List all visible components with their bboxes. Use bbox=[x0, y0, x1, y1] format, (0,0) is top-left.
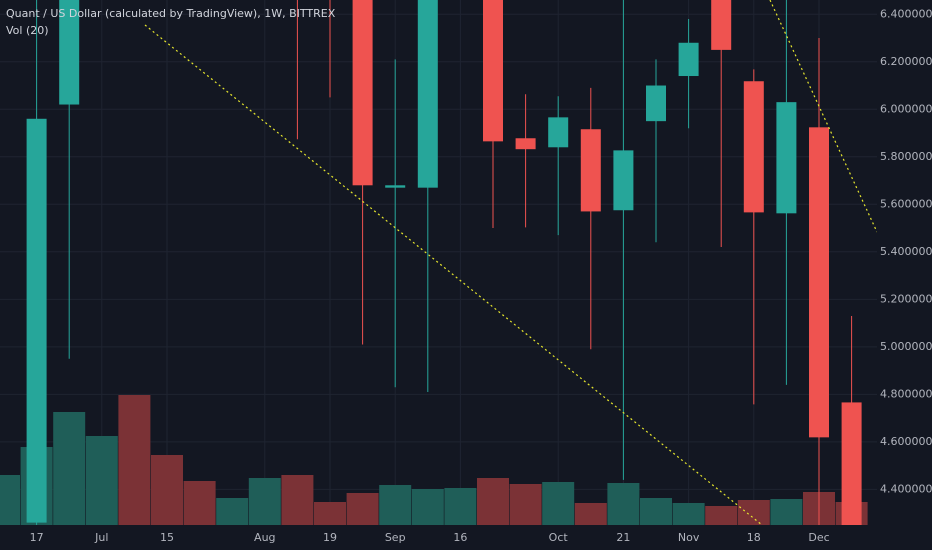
volume-bar bbox=[281, 475, 314, 525]
volume-bar bbox=[248, 478, 281, 525]
candle-body bbox=[613, 150, 634, 211]
x-tick-label: Oct bbox=[549, 531, 569, 544]
volume-bar bbox=[607, 483, 640, 525]
volume-bar bbox=[411, 489, 444, 525]
y-tick-label: 6.20000000 bbox=[880, 55, 932, 68]
volume-bar bbox=[444, 488, 477, 525]
volume-bar bbox=[477, 478, 509, 525]
volume-bar bbox=[151, 455, 183, 525]
volume-legend: Vol (20) bbox=[6, 24, 49, 37]
volume-bar bbox=[346, 493, 379, 525]
y-tick-label: 4.80000000 bbox=[880, 387, 932, 400]
volume-bar bbox=[509, 484, 542, 525]
volume-bar bbox=[770, 499, 803, 525]
volume-bar bbox=[183, 481, 216, 525]
chart-title: Quant / US Dollar (calculated by Trading… bbox=[6, 7, 336, 20]
y-tick-label: 5.00000000 bbox=[880, 340, 932, 353]
candle-body bbox=[352, 0, 373, 186]
volume-bar bbox=[672, 503, 705, 525]
candle-body bbox=[646, 85, 666, 122]
candle-body bbox=[711, 0, 732, 50]
candle-body bbox=[580, 129, 601, 212]
y-tick-label: 5.80000000 bbox=[880, 150, 932, 163]
volume-bar bbox=[85, 436, 118, 525]
volume-bar bbox=[542, 482, 575, 525]
volume-bar bbox=[53, 412, 86, 525]
x-tick-label: Nov bbox=[678, 531, 700, 544]
y-tick-label: 4.40000000 bbox=[880, 482, 932, 495]
candle-body bbox=[776, 102, 797, 214]
x-tick-label: Aug bbox=[254, 531, 275, 544]
candle-body bbox=[743, 81, 764, 213]
candle-body bbox=[26, 118, 47, 523]
candle-body bbox=[678, 42, 699, 77]
candle-body bbox=[59, 0, 80, 105]
volume-bar bbox=[216, 498, 249, 525]
volume-bar bbox=[0, 475, 20, 525]
axes: 6.40000000 6.20000000 6.00000000 5.80000000… bbox=[30, 7, 932, 544]
x-tick-label: 17 bbox=[30, 531, 44, 544]
candle-body bbox=[483, 0, 503, 142]
x-tick-label: 19 bbox=[323, 531, 337, 544]
volume-bar bbox=[574, 503, 607, 525]
y-tick-label: 5.40000000 bbox=[880, 245, 932, 258]
volume-bar bbox=[118, 395, 151, 525]
x-tick-label: Jul bbox=[94, 531, 108, 544]
trend-line bbox=[144, 24, 763, 525]
y-tick-label: 6.00000000 bbox=[880, 102, 932, 115]
volume-bar bbox=[737, 500, 770, 525]
candle-layer bbox=[26, 0, 862, 525]
candle-body bbox=[809, 127, 829, 438]
candle-body bbox=[515, 138, 536, 150]
x-tick-label: Sep bbox=[385, 531, 406, 544]
y-tick-label: 6.40000000 bbox=[880, 7, 932, 20]
volume-bar bbox=[314, 502, 346, 525]
x-tick-label: 16 bbox=[453, 531, 467, 544]
candle-body bbox=[548, 117, 569, 148]
x-tick-label: Dec bbox=[808, 531, 829, 544]
y-tick-label: 5.60000000 bbox=[880, 197, 932, 210]
candle-body bbox=[385, 185, 406, 188]
y-tick-label: 5.20000000 bbox=[880, 292, 932, 305]
candle-body bbox=[841, 402, 862, 525]
x-tick-label: 18 bbox=[747, 531, 761, 544]
y-tick-label: 4.60000000 bbox=[880, 435, 932, 448]
x-tick-label: 21 bbox=[616, 531, 630, 544]
volume-bar bbox=[640, 498, 672, 525]
candle-body bbox=[417, 0, 438, 188]
volume-bar bbox=[705, 506, 738, 525]
x-tick-label: 15 bbox=[160, 531, 174, 544]
volume-bar bbox=[379, 485, 412, 525]
trend-lines bbox=[144, 0, 877, 525]
